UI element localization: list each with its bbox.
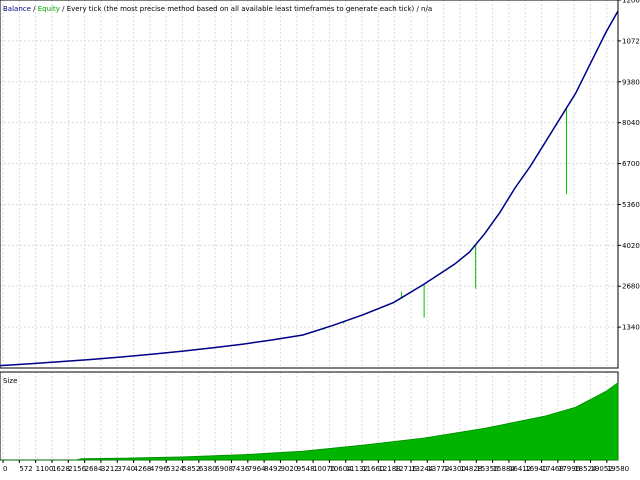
y-tick-label: 938026 [622, 78, 640, 86]
x-tick-label: 10076 [313, 465, 336, 473]
x-tick-label: 7964 [248, 465, 266, 473]
x-tick-label: 6380 [199, 465, 217, 473]
x-tick-label: 3740 [117, 465, 135, 473]
legend-equity: Equity [38, 5, 60, 13]
x-tick-label: 7436 [231, 465, 249, 473]
x-tick-label: 0 [3, 465, 7, 473]
y-tick-label: 1206034 [622, 0, 640, 5]
x-tick-label: 5852 [183, 465, 201, 473]
x-tick-label: 13244 [411, 465, 434, 473]
x-tick-label: 16940 [525, 465, 547, 473]
x-axis-ticks: 0 572 110016282156268432123740426847965324… [2, 460, 629, 473]
x-tick-label: 18524 [574, 465, 597, 473]
y-tick-label: 1072030 [622, 37, 640, 45]
size-area [0, 381, 619, 461]
x-tick-label: 5324 [166, 465, 184, 473]
balance-equity-panel: 1206034 1072030 938026 804022 670019 536015 40… [0, 0, 640, 369]
x-tick-label: 1628 [52, 465, 70, 473]
x-tick-label: 19052 [591, 465, 613, 473]
x-tick-label: 9020 [280, 465, 298, 473]
x-tick-label: 2156 [68, 465, 86, 473]
balance-series [0, 10, 619, 367]
x-tick-label: 15356 [476, 465, 499, 473]
y-tick-label: 402011 [622, 242, 640, 250]
legend-separator: / [31, 5, 38, 13]
x-tick-label: 6908 [215, 465, 233, 473]
x-tick-label: 8492 [264, 465, 282, 473]
x-tick-label: 2684 [85, 465, 103, 473]
legend-description: Every tick (the most precise method base… [67, 5, 415, 13]
x-tick-label: 1100 [36, 465, 54, 473]
y-tick-label: 134004 [622, 324, 640, 332]
x-tick-label: 3212 [101, 465, 119, 473]
x-tick-label: 15884 [493, 465, 516, 473]
y-axis-ticks: 1206034 1072030 938026 804022 670019 536015 40… [618, 0, 640, 332]
x-tick-label: 4268 [134, 465, 152, 473]
x-tick-label: 10604 [329, 465, 352, 473]
legend-suffix: n/a [421, 5, 432, 13]
balance-line [0, 10, 619, 367]
legend-separator: / [60, 5, 67, 13]
x-tick-label: 11660 [362, 465, 384, 473]
x-tick-label: 4796 [150, 465, 168, 473]
x-tick-label: 17996 [558, 465, 581, 473]
size-panel-label: Size [3, 377, 17, 385]
chart-legend: Balance / Equity / Every tick (the most … [3, 5, 432, 13]
size-panel: Size [0, 371, 619, 461]
main-grid [0, 0, 618, 368]
x-tick-label: 12716 [395, 465, 418, 473]
x-tick-label: 11132 [346, 465, 368, 473]
y-tick-label: 670019 [622, 160, 640, 168]
x-tick-label: 9548 [297, 465, 315, 473]
size-series [0, 381, 619, 461]
x-tick-label: 19580 [607, 465, 629, 473]
x-tick-label: 14300 [444, 465, 466, 473]
y-tick-label: 268007 [622, 283, 640, 291]
legend-separator: / [414, 5, 421, 13]
x-tick-label: 16412 [509, 465, 531, 473]
legend-balance: Balance [3, 5, 31, 13]
y-tick-label: 536015 [622, 201, 640, 209]
main-panel-frame [0, 0, 619, 369]
x-tick-label: 13772 [427, 465, 449, 473]
x-tick-label: 572 [19, 465, 32, 473]
x-tick-label: 17468 [542, 465, 564, 473]
x-tick-label: 12188 [378, 465, 400, 473]
x-tick-label: 14828 [460, 465, 482, 473]
y-tick-label: 804022 [622, 119, 640, 127]
